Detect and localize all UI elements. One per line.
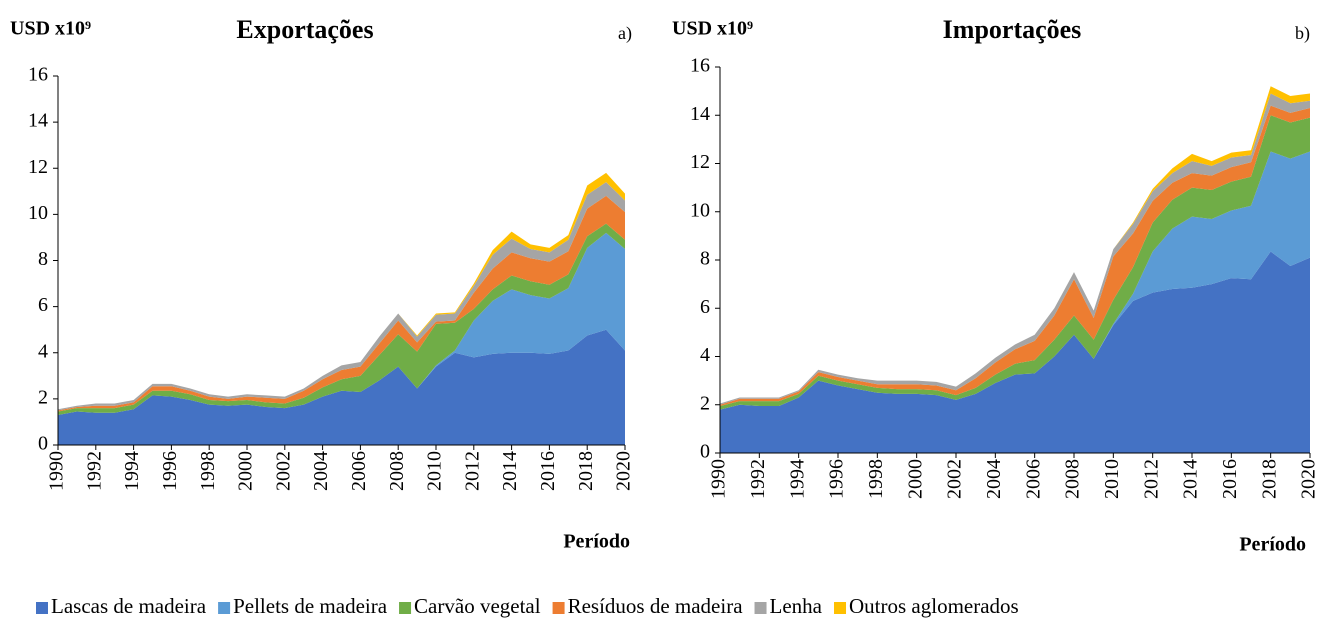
x-tick-label: 1998 [865, 459, 887, 499]
x-tick-label: 2018 [1258, 459, 1280, 499]
chart-title: Importações [943, 15, 1082, 44]
y-tick-label: 0 [38, 433, 48, 455]
area [720, 251, 1310, 453]
x-tick-label: 1996 [159, 451, 181, 491]
y-tick-label: 16 [690, 55, 710, 77]
y-tick-label: 14 [28, 110, 48, 132]
x-tick-label: 2006 [348, 451, 370, 491]
y-tick-label: 6 [38, 294, 48, 316]
y-tick-label: 12 [690, 151, 710, 173]
y-tick-label: 16 [28, 64, 48, 86]
x-tick-label: 2004 [983, 459, 1005, 499]
y-tick-label: 2 [700, 392, 710, 414]
x-tick-label: 2016 [1219, 459, 1241, 499]
y-tick-label: 10 [28, 202, 48, 224]
x-tick-label: 2002 [272, 451, 294, 491]
x-tick-label: 2006 [1022, 459, 1044, 499]
x-tick-label: 2012 [1140, 459, 1162, 499]
x-tick-label: 2000 [235, 451, 257, 491]
x-tick-label: 1990 [708, 459, 730, 499]
legend-label: Pellets de madeira [233, 594, 388, 618]
x-tick-label: 2012 [461, 451, 483, 491]
x-tick-label: 1998 [197, 451, 219, 491]
x-tick-label: 1996 [826, 459, 848, 499]
area [720, 151, 1310, 410]
y-tick-label: 4 [38, 340, 48, 362]
panel-label: b) [1295, 23, 1310, 44]
legend-swatch [36, 602, 48, 614]
area [58, 232, 625, 416]
x-tick-label: 2014 [1180, 459, 1202, 499]
x-tick-label: 2010 [424, 451, 446, 491]
legend-swatch [218, 602, 231, 614]
legend-label: Lenha [770, 594, 823, 618]
legend-label: Carvão vegetal [414, 594, 541, 618]
x-tick-label: 2008 [386, 451, 408, 491]
area [58, 329, 625, 445]
legend-swatch [399, 602, 412, 614]
chart-title: Exportações [236, 15, 373, 44]
x-tick-label: 1994 [786, 459, 808, 499]
x-tick-label: 1992 [747, 459, 769, 499]
y-axis-label: USD x10⁹ [10, 18, 91, 40]
y-tick-label: 14 [690, 103, 710, 125]
x-tick-label: 1994 [121, 451, 143, 491]
x-tick-label: 2008 [1062, 459, 1084, 499]
x-tick-label: 2016 [537, 451, 559, 491]
y-tick-label: 0 [700, 441, 710, 463]
y-tick-label: 6 [700, 296, 710, 318]
x-tick-label: 2004 [310, 451, 332, 491]
x-tick-label: 2014 [499, 451, 521, 491]
legend-label: Lascas de madeira [51, 594, 207, 618]
x-axis-label: Período [563, 531, 630, 553]
x-tick-label: 2000 [904, 459, 926, 499]
legend-swatch [552, 602, 565, 614]
x-tick-label: 2010 [1101, 459, 1123, 499]
y-tick-label: 10 [690, 199, 710, 221]
legend-label: Outros aglomerados [849, 594, 1019, 618]
x-tick-label: 2020 [613, 451, 635, 491]
y-tick-label: 2 [38, 386, 48, 408]
y-tick-label: 8 [700, 248, 710, 270]
x-tick-label: 2002 [944, 459, 966, 499]
x-tick-label: 2020 [1298, 459, 1320, 499]
y-tick-label: 8 [38, 248, 48, 270]
panel-label: a) [618, 23, 632, 44]
x-tick-label: 1990 [46, 451, 68, 491]
x-axis-label: Período [1239, 534, 1306, 556]
legend-swatch [834, 602, 847, 614]
x-tick-label: 2018 [575, 451, 597, 491]
y-tick-label: 12 [28, 156, 48, 178]
legend-label: Resíduos de madeira [568, 594, 744, 618]
y-axis-label: USD x10⁹ [672, 18, 753, 40]
y-tick-label: 4 [700, 344, 710, 366]
x-tick-label: 1992 [83, 451, 105, 491]
legend-swatch [754, 602, 767, 614]
